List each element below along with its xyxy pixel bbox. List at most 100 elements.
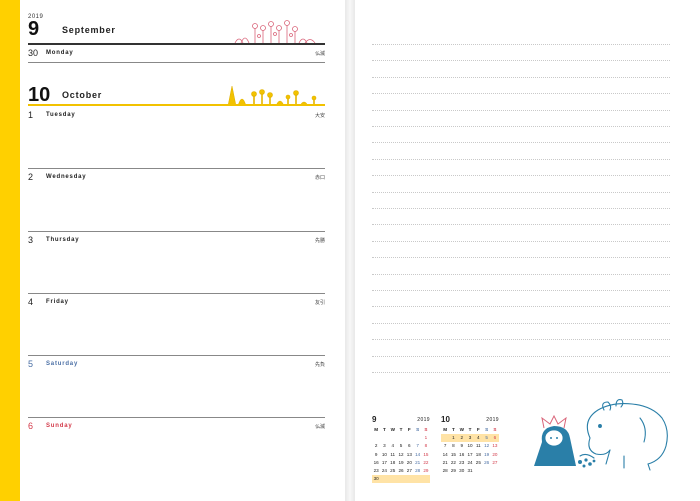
- minical-day: 16: [373, 459, 379, 465]
- minical-day: 2: [457, 434, 466, 443]
- minical-day: [405, 434, 413, 442]
- minical-day: 13: [492, 443, 498, 449]
- minical-day: [397, 434, 405, 442]
- minical-day: 20: [406, 459, 412, 465]
- rokuyo-label: 先勝: [314, 238, 325, 244]
- day-name: Tuesday: [46, 112, 76, 118]
- minical-day: 31: [467, 467, 473, 473]
- minical-september: 9 2019 M T W T F S S 1 2 3 4 5 6 7 8 9 10 11 12 13 14 15 16 17 1…: [372, 415, 431, 484]
- day-name: Friday: [46, 299, 69, 305]
- rokuyo-label: 友引: [314, 300, 325, 306]
- day-number: 1: [28, 110, 34, 120]
- minical-day: 24: [467, 459, 473, 465]
- minical-day: 18: [475, 451, 481, 457]
- minical-day: 26: [484, 459, 490, 465]
- minical-day: 16: [459, 451, 465, 457]
- minical-day: 23: [459, 459, 465, 465]
- day-name: Saturday: [46, 361, 79, 367]
- minical-weekday: W: [390, 427, 395, 432]
- minical-day: [421, 475, 431, 484]
- minical-day: [405, 475, 414, 484]
- minical-day: 10: [467, 443, 473, 449]
- october-header: 10 October: [28, 80, 325, 108]
- note-line: [372, 76, 670, 78]
- minical-day: [413, 434, 421, 442]
- day-row-oct-3: 3 Thursday 先勝: [28, 235, 325, 291]
- minical-day: 14: [415, 451, 421, 457]
- day-number: 2: [28, 172, 34, 182]
- october-rule: [28, 104, 325, 106]
- note-line: [372, 372, 670, 373]
- day-separator: [28, 293, 325, 294]
- rokuyo-label: 大安: [314, 113, 325, 119]
- minical-day: 12: [398, 451, 404, 457]
- minical-day: 30: [459, 467, 465, 473]
- minical-day: 6: [408, 443, 411, 449]
- minical-day: [474, 467, 482, 475]
- day-separator: [28, 417, 325, 418]
- minical-day: 29: [423, 467, 429, 473]
- minical-day: [441, 434, 450, 443]
- minical-weekday: T: [452, 427, 455, 432]
- minical-day: [413, 475, 422, 484]
- minical-day: 15: [423, 451, 429, 457]
- note-line: [372, 273, 670, 275]
- minical-day: 8: [424, 443, 428, 449]
- minical-weekday: S: [424, 427, 428, 432]
- note-line: [372, 339, 670, 341]
- minical-grid: M T W T F S S 1 2 3 4 5 6 7 8 9 10 11 12 13 14 15 16 17 18 19 20 21…: [372, 426, 431, 484]
- note-line: [372, 224, 670, 226]
- minical-day: 14: [442, 451, 448, 457]
- minical-weekday: S: [493, 427, 497, 432]
- center-fold: [345, 0, 355, 501]
- minical-day: 22: [423, 459, 429, 465]
- day-name: Monday: [46, 50, 74, 56]
- day-number: 30: [28, 48, 39, 58]
- minical-year: 2019: [417, 417, 430, 423]
- minical-day: [396, 475, 406, 484]
- minical-grid: M T W T F S S 1 2 3 4 5 6 7 8 9 10 11 12 13 14 15 16 17 18 19 20 21…: [441, 426, 500, 475]
- note-line: [372, 322, 670, 324]
- minical-day: 9: [374, 451, 378, 457]
- note-line: [372, 142, 670, 144]
- minical-day: [380, 434, 388, 442]
- minical-day: 20: [492, 451, 498, 457]
- minical-weekday: S: [485, 427, 489, 432]
- minical-day: 4: [391, 443, 395, 449]
- note-line: [372, 290, 670, 291]
- september-rule: [28, 43, 325, 45]
- minical-day: [380, 475, 389, 484]
- minical-year: 2019: [486, 417, 499, 423]
- note-line: [372, 257, 670, 259]
- day-number: 6: [28, 421, 34, 431]
- note-line: [372, 44, 670, 45]
- day-row-oct-2: 2 Wednesday 赤口: [28, 172, 325, 228]
- minical-day: 7: [443, 443, 447, 449]
- day-row-oct-1: 1 Tuesday 大安: [28, 110, 325, 166]
- rokuyo-label: 仏滅: [314, 424, 325, 430]
- september-header: 2019 9 September: [28, 14, 325, 46]
- minical-weekday: M: [443, 427, 448, 432]
- note-line: [372, 191, 670, 193]
- minical-day: 2: [374, 443, 378, 449]
- note-line: [372, 60, 670, 62]
- minical-day: 10: [381, 451, 387, 457]
- minical-day: 28: [442, 467, 448, 473]
- minical-day: 29: [450, 467, 456, 473]
- minical-month: 10: [441, 415, 450, 424]
- day-separator: [28, 355, 325, 356]
- minical-weekday: M: [374, 427, 379, 432]
- minical-day: 7: [416, 443, 419, 449]
- minical-day: 23: [373, 467, 379, 473]
- minical-weekday: F: [407, 427, 411, 432]
- note-line: [372, 240, 670, 242]
- rokuyo-label: 仏滅: [314, 51, 325, 57]
- note-line: [372, 109, 670, 111]
- minical-day: 30: [372, 475, 381, 484]
- minical-october: 10 2019 M T W T F S S 1 2 3 4 5 6 7 8 9 10 11 12 13 14 15 16 17…: [441, 415, 500, 475]
- day-number: 5: [28, 359, 34, 369]
- minical-day: [372, 434, 380, 442]
- minical-weekday: S: [416, 427, 420, 432]
- day-row-sep-30: 30 Monday 仏滅: [28, 48, 325, 70]
- note-line: [372, 306, 670, 308]
